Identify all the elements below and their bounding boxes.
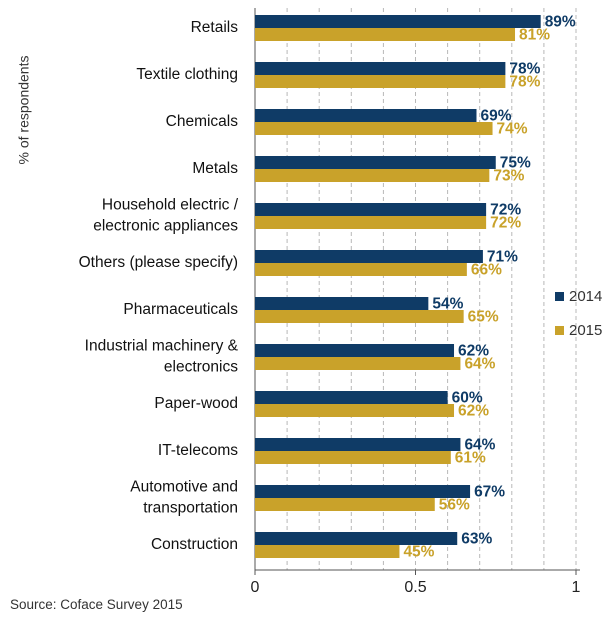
value-label-2014: 64% — [464, 437, 495, 454]
value-label-2015: 65% — [468, 309, 499, 326]
category-label: Paper-wood — [154, 395, 238, 412]
x-tick-labels: 0 0.5 1 — [251, 579, 581, 596]
category-label: Household electric / electronic appliance… — [93, 197, 238, 235]
bar-2014 — [255, 532, 458, 545]
gridlines — [286, 8, 577, 570]
value-label-2014: 63% — [461, 531, 492, 548]
value-label-2014: 89% — [545, 14, 576, 31]
value-label-2015: 62% — [458, 403, 489, 420]
legend-label-2014: 2014 — [569, 288, 602, 305]
bar-2015 — [255, 310, 464, 323]
bar-2014 — [255, 391, 448, 404]
bar-2015 — [255, 498, 435, 511]
value-label-2015: 56% — [439, 497, 470, 514]
value-label-2015: 78% — [509, 74, 540, 91]
category-label: Automotive and transportation — [130, 479, 238, 517]
value-label-2014: 60% — [452, 390, 483, 407]
value-label-2014: 67% — [474, 484, 505, 501]
source-note: Source: Coface Survey 2015 — [10, 597, 183, 612]
value-label-2015: 45% — [403, 544, 434, 561]
legend: 2014 2015 — [555, 288, 602, 339]
value-label-2014: 71% — [487, 249, 518, 266]
value-label-2014: 54% — [432, 296, 463, 313]
bar-2014 — [255, 344, 455, 357]
bar-2015 — [255, 263, 467, 276]
value-label-2014: 62% — [458, 343, 489, 360]
value-label-2015: 73% — [493, 168, 524, 185]
bar-2015 — [255, 451, 451, 464]
bar-2014 — [255, 250, 483, 263]
value-label-2015: 66% — [471, 262, 502, 279]
legend-label-2015: 2015 — [569, 322, 602, 339]
category-label: Industrial machinery & electronics — [85, 338, 239, 376]
bar-2015 — [255, 28, 516, 41]
value-label-2014: 75% — [500, 155, 531, 172]
bar-2014 — [255, 62, 506, 75]
category-label: Textile clothing — [136, 66, 238, 83]
category-label: Pharmaceuticals — [123, 301, 238, 318]
value-label-2015: 61% — [455, 450, 486, 467]
value-label-2014: 69% — [480, 108, 511, 125]
category-label: Retails — [191, 19, 239, 36]
category-label: IT-telecoms — [158, 442, 238, 459]
category-label: Construction — [151, 536, 238, 553]
value-label-2015: 74% — [497, 121, 528, 138]
value-label-2015: 72% — [490, 215, 521, 232]
category-label: Others (please specify) — [79, 254, 238, 271]
legend-swatch-2015 — [555, 326, 564, 335]
bar-2014 — [255, 203, 487, 216]
value-labels: 89%81% 78%78% 69%74% 75%73% 72%72% 71%66% 54% 6… — [403, 14, 575, 561]
bar-2014 — [255, 15, 541, 28]
y-axis-label: % of respondents — [16, 56, 32, 165]
category-label: Metals — [192, 160, 238, 177]
bar-2014 — [255, 156, 496, 169]
bar-2014 — [255, 438, 461, 451]
bars — [255, 15, 541, 558]
x-tick-label: 0.5 — [404, 579, 426, 596]
value-label-2015: 64% — [464, 356, 495, 373]
value-label-2014: 72% — [490, 202, 521, 219]
bar-2015 — [255, 404, 455, 417]
x-tick-label: 1 — [572, 579, 581, 596]
legend-swatch-2014 — [555, 292, 564, 301]
bar-2015 — [255, 216, 487, 229]
bar-2015 — [255, 169, 490, 182]
x-tick-label: 0 — [251, 579, 260, 596]
bar-2014 — [255, 297, 429, 310]
value-label-2015: 81% — [519, 27, 550, 44]
bar-2015 — [255, 75, 506, 88]
bar-2015 — [255, 545, 400, 558]
category-label: Chemicals — [166, 113, 239, 130]
axis-lines — [254, 8, 580, 575]
bar-2014 — [255, 109, 477, 122]
bar-2015 — [255, 357, 461, 370]
bar-2015 — [255, 122, 493, 135]
value-label-2014: 78% — [509, 61, 540, 78]
bar-2014 — [255, 485, 471, 498]
category-labels: Retails Textile clothing Chemicals Metals Ho… — [79, 19, 239, 553]
